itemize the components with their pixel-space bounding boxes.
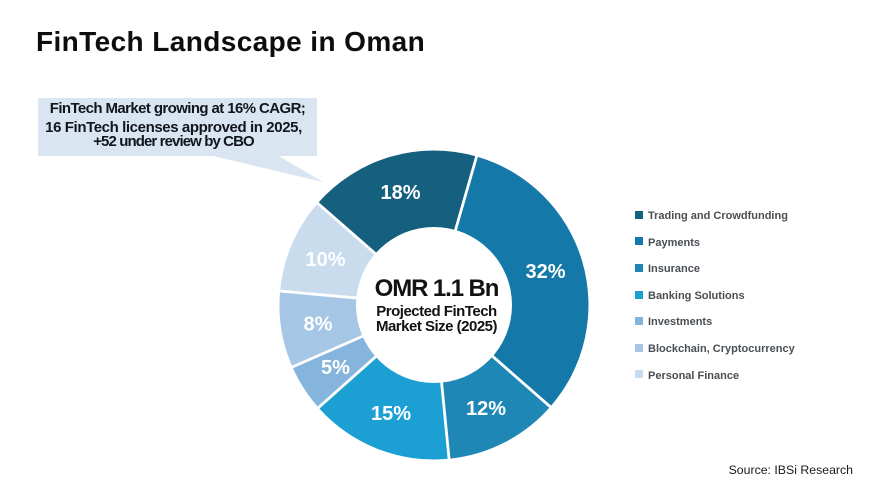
svg-text:10%: 10% — [305, 249, 345, 271]
svg-text:8%: 8% — [304, 314, 333, 336]
svg-text:18%: 18% — [380, 182, 420, 204]
svg-text:15%: 15% — [371, 403, 411, 425]
svg-text:32%: 32% — [525, 261, 565, 283]
svg-text:5%: 5% — [321, 357, 350, 379]
svg-text:12%: 12% — [466, 398, 506, 420]
